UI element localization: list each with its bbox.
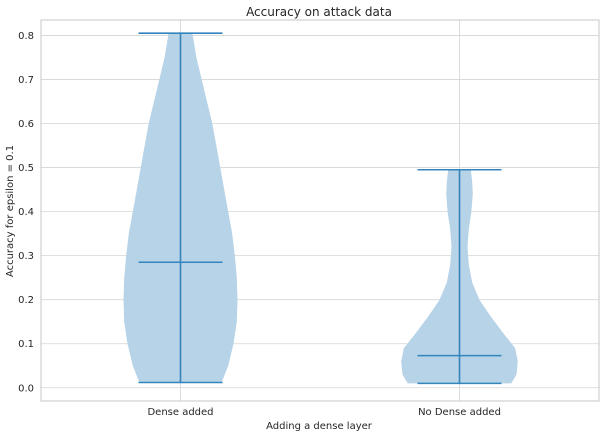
x-tick-label: Dense added (147, 407, 213, 418)
plot-area-border (40, 19, 600, 402)
y-tick-label: 0.0 (18, 383, 34, 394)
x-tick-label: No Dense added (418, 407, 501, 418)
tick-label-layer: 0.0 0.1 0.2 0.3 0.4 0.5 0.6 0.7 0.8 Dense added No… (18, 31, 501, 418)
violin-layer (123, 33, 518, 384)
y-tick-label: 0.8 (18, 31, 34, 42)
y-tick-label: 0.5 (18, 163, 34, 174)
chart-title: Accuracy on attack data (246, 5, 392, 19)
y-tick-label: 0.7 (18, 75, 34, 86)
stat-lines-layer (138, 32, 502, 385)
x-axis-label: Adding a dense layer (266, 421, 373, 432)
y-tick-label: 0.3 (18, 251, 34, 262)
y-tick-label: 0.6 (18, 119, 34, 130)
grid-layer (41, 20, 599, 401)
y-axis-label: Accuracy for epsilon = 0.1 (5, 145, 16, 277)
y-tick-label: 0.4 (18, 207, 34, 218)
y-tick-label: 0.1 (18, 339, 34, 350)
y-tick-label: 0.2 (18, 295, 34, 306)
